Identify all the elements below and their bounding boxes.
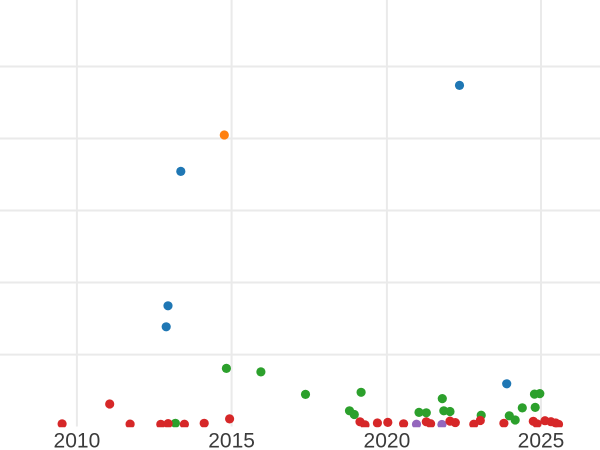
svg-text:2015: 2015 — [208, 430, 255, 450]
svg-text:2020: 2020 — [364, 430, 411, 450]
svg-text:2025: 2025 — [518, 430, 565, 450]
svg-text:2010: 2010 — [54, 430, 101, 450]
